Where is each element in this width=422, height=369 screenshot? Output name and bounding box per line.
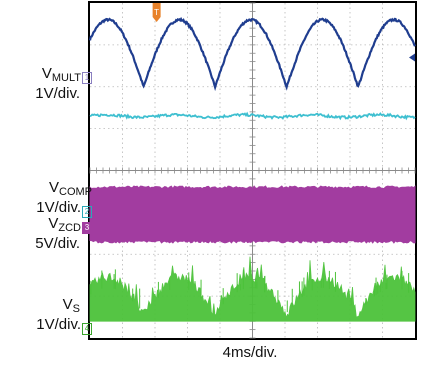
channel-2-label: VCOMP 1V/div. 2	[36, 179, 92, 218]
channel-4-label: VS 1V/div. 4	[36, 297, 92, 335]
trigger-marker	[152, 3, 161, 22]
channel-4-marker: 4	[82, 323, 92, 335]
traces	[88, 16, 416, 322]
trigger-marker-label: T	[154, 8, 159, 17]
channel-3-marker: 3	[82, 222, 92, 234]
channel-3-label: VZCD 3 5V/div.	[35, 216, 92, 252]
channel-1-marker: 1	[82, 72, 92, 84]
trigger-level-arrow	[409, 53, 415, 62]
channel-1-trace	[88, 16, 416, 92]
channel-4-trace	[89, 256, 416, 322]
channel-2-marker: 2	[82, 206, 92, 218]
timebase-label: 4ms/div.	[222, 344, 278, 361]
channel-3-trace	[89, 185, 416, 244]
channel-2-trace	[89, 111, 416, 121]
markers: T	[152, 3, 415, 62]
channel-1-label: VMULT 1 1V/div.	[35, 66, 92, 102]
